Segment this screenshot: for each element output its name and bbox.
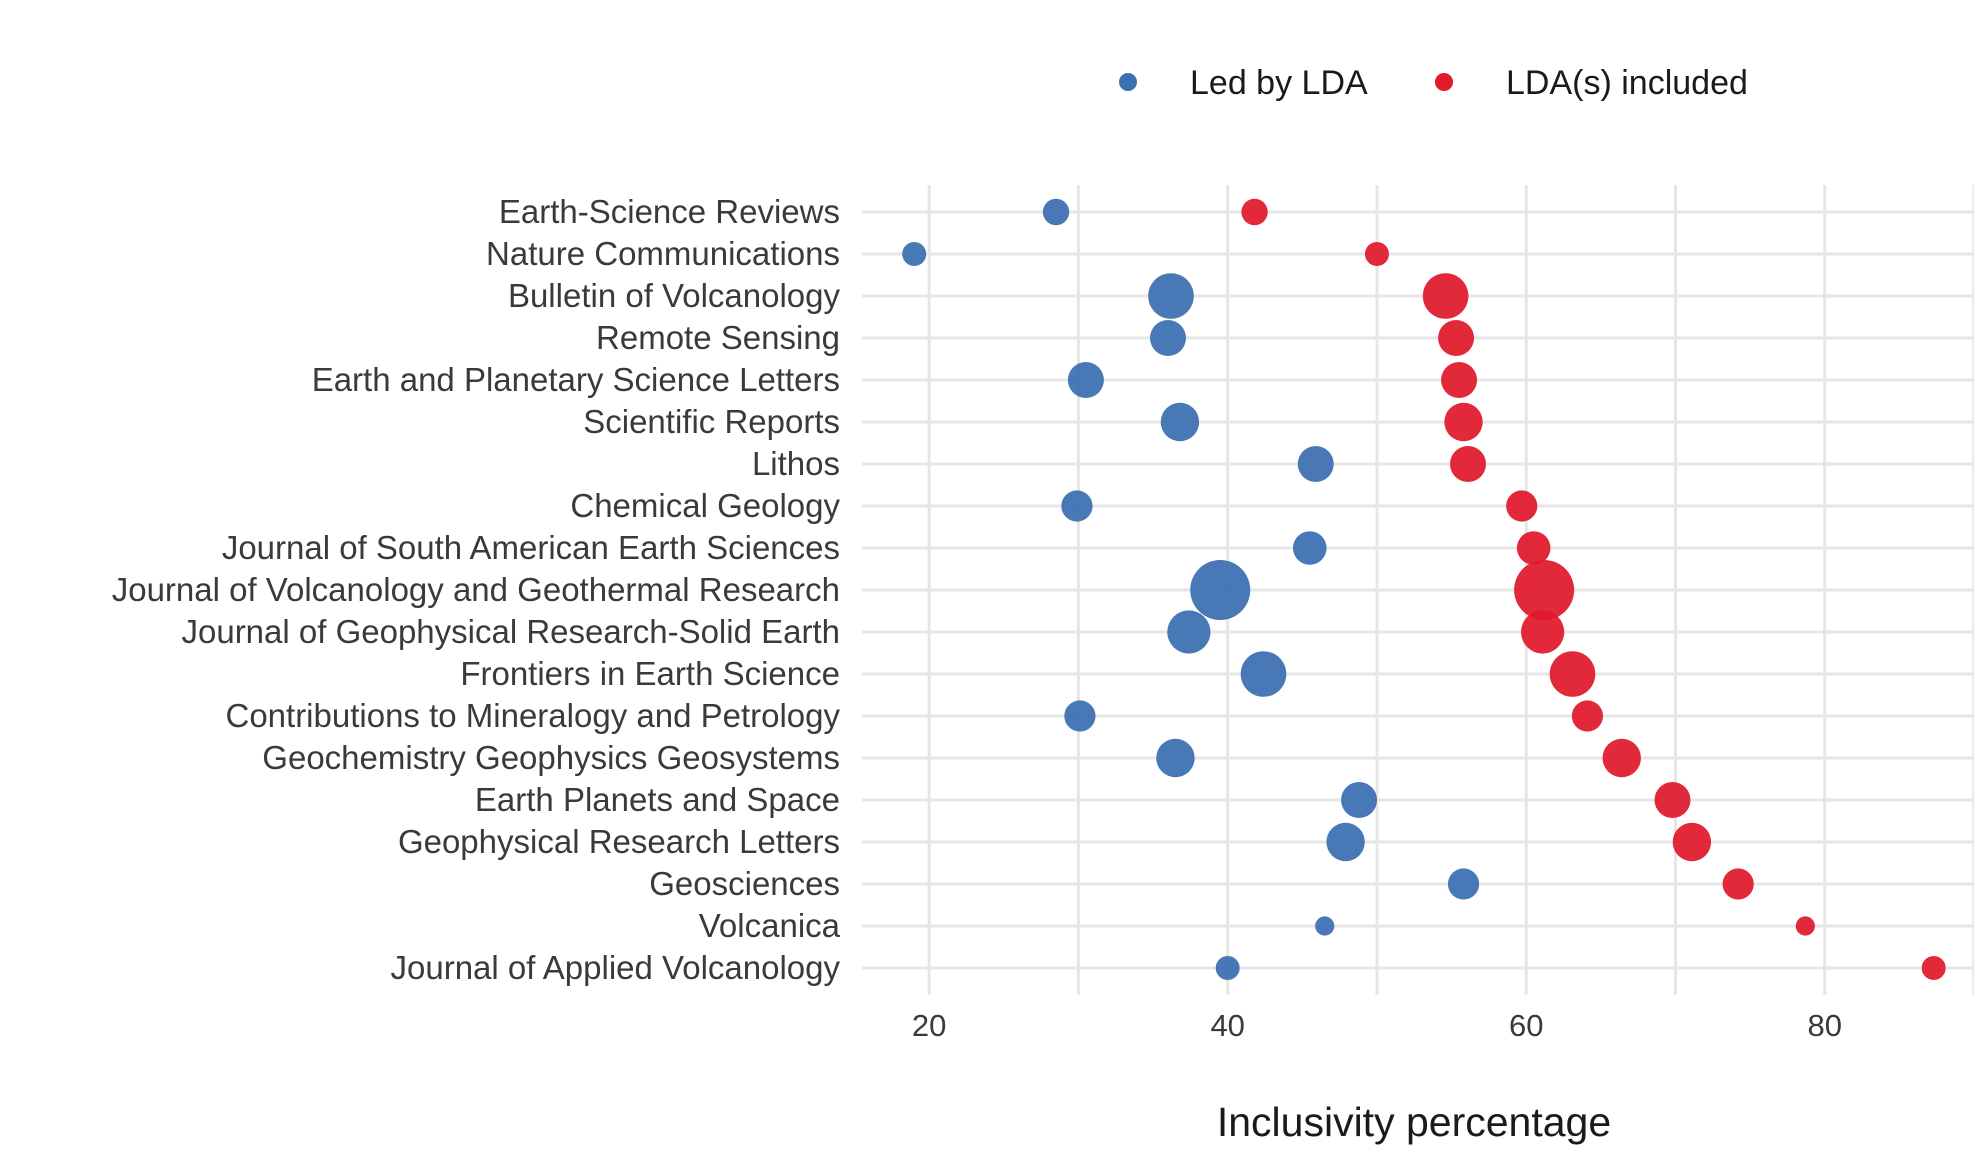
y-tick-label: Volcanica xyxy=(699,907,841,944)
x-axis-title: Inclusivity percentage xyxy=(1217,1099,1611,1145)
x-tick-label: 20 xyxy=(912,1008,946,1043)
point-led-by-lda xyxy=(1297,446,1334,482)
point-led-by-lda xyxy=(1156,738,1195,778)
y-tick-label: Bulletin of Volcanology xyxy=(508,277,841,314)
point-led-by-lda xyxy=(1067,362,1104,398)
legend-marker xyxy=(1119,73,1137,91)
y-tick-label: Geosciences xyxy=(649,865,840,902)
point-ldas-included xyxy=(1571,700,1604,732)
y-tick-label: Journal of Applied Volcanology xyxy=(391,949,841,986)
point-ldas-included xyxy=(1364,242,1389,266)
point-ldas-included xyxy=(1516,531,1551,565)
point-ldas-included xyxy=(1438,320,1475,356)
point-led-by-lda xyxy=(1148,273,1194,319)
y-tick-label: Journal of South American Earth Sciences xyxy=(222,529,840,566)
point-ldas-included xyxy=(1441,362,1478,398)
point-led-by-lda xyxy=(1315,916,1335,936)
point-ldas-included xyxy=(1672,822,1712,862)
point-ldas-included xyxy=(1549,651,1596,697)
point-ldas-included xyxy=(1444,402,1483,442)
y-tick-label: Geophysical Research Letters xyxy=(398,823,840,860)
legend-label: Led by LDA xyxy=(1190,64,1368,102)
y-tick-label: Earth and Planetary Science Letters xyxy=(312,361,840,398)
point-led-by-lda xyxy=(1064,700,1096,732)
point-ldas-included xyxy=(1422,273,1469,319)
point-ldas-included xyxy=(1521,610,1565,654)
y-tick-label: Chemical Geology xyxy=(570,487,840,524)
point-led-by-lda xyxy=(902,242,927,266)
y-tick-label: Scientific Reports xyxy=(583,403,840,440)
point-ldas-included xyxy=(1921,956,1946,980)
y-tick-label: Geochemistry Geophysics Geosystems xyxy=(262,739,840,776)
x-tick-label: 80 xyxy=(1807,1008,1841,1043)
y-tick-label: Journal of Volcanology and Geothermal Re… xyxy=(112,571,840,608)
legend-marker xyxy=(1435,73,1453,91)
point-led-by-lda xyxy=(1061,490,1093,522)
y-tick-label: Lithos xyxy=(752,445,840,482)
y-axis-labels: Earth-Science Reviews Nature Communicatio… xyxy=(112,193,841,986)
x-tick-label: 60 xyxy=(1509,1008,1543,1043)
x-tick-label: 40 xyxy=(1210,1008,1244,1043)
x-axis-ticks: 20 40 60 80 xyxy=(912,1008,1842,1043)
y-tick-label: Contributions to Mineralogy and Petrolog… xyxy=(225,697,840,734)
point-led-by-lda xyxy=(1160,402,1200,442)
y-tick-label: Earth-Science Reviews xyxy=(499,193,840,230)
point-ldas-included xyxy=(1602,738,1641,778)
data-points xyxy=(902,198,1946,980)
y-tick-label: Journal of Geophysical Research-Solid Ea… xyxy=(181,613,840,650)
point-led-by-lda xyxy=(1341,782,1378,818)
point-ldas-included xyxy=(1506,490,1538,522)
point-ldas-included xyxy=(1514,560,1575,620)
y-tick-label: Remote Sensing xyxy=(596,319,840,356)
point-led-by-lda xyxy=(1190,560,1251,620)
point-led-by-lda xyxy=(1326,822,1365,862)
point-ldas-included xyxy=(1450,446,1487,482)
point-led-by-lda xyxy=(1240,651,1287,697)
grid xyxy=(862,185,1974,995)
y-tick-label: Earth Planets and Space xyxy=(475,781,840,818)
y-tick-label: Nature Communications xyxy=(486,235,840,272)
y-tick-label: Frontiers in Earth Science xyxy=(460,655,840,692)
legend-label: LDA(s) included xyxy=(1506,64,1748,102)
point-ldas-included xyxy=(1722,868,1754,900)
point-led-by-lda xyxy=(1149,320,1186,356)
point-led-by-lda xyxy=(1042,198,1070,226)
point-led-by-lda xyxy=(1167,610,1211,654)
point-led-by-lda xyxy=(1447,868,1480,900)
point-led-by-lda xyxy=(1292,531,1327,565)
point-ldas-included xyxy=(1795,916,1815,936)
point-ldas-included xyxy=(1241,198,1268,226)
point-ldas-included xyxy=(1654,782,1691,818)
point-led-by-lda xyxy=(1215,956,1240,980)
legend: Led by LDA LDA(s) included xyxy=(1119,64,1748,102)
